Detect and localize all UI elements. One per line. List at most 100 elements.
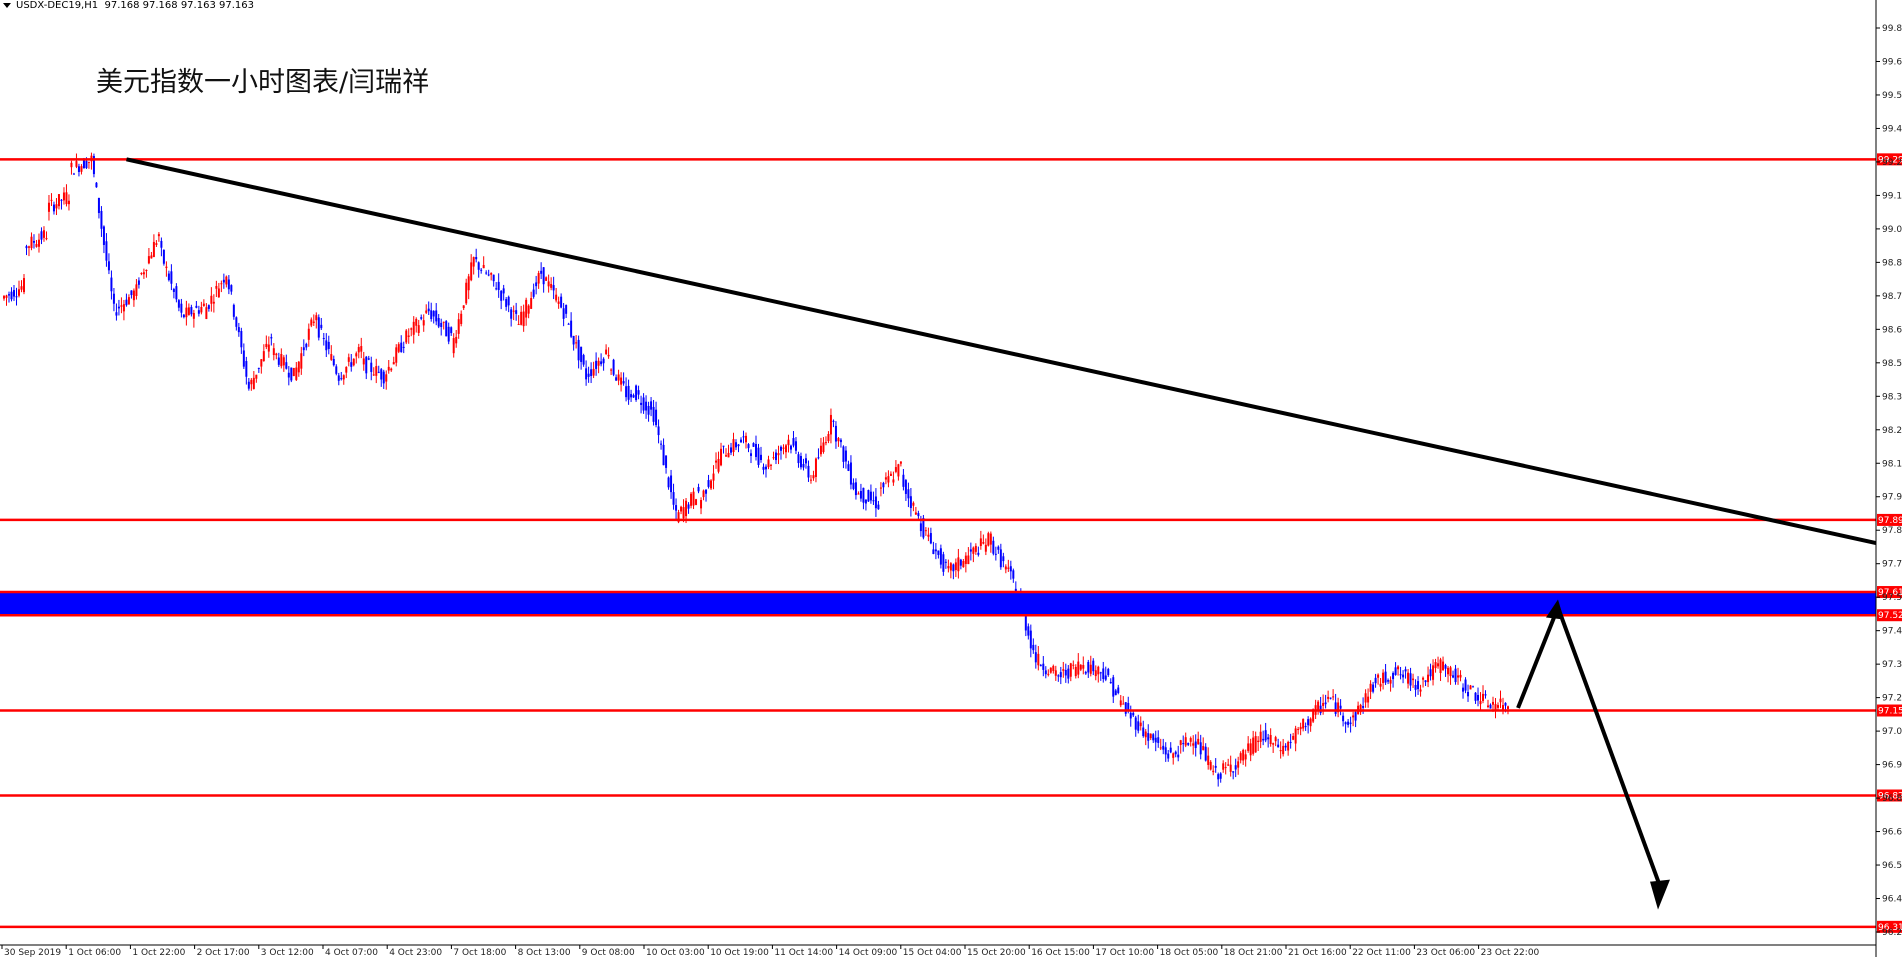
candle-body [1322, 702, 1325, 706]
candle-body [447, 326, 450, 342]
candle-body [10, 291, 13, 300]
time-tick-label: 9 Oct 08:00 [582, 948, 635, 957]
candle-body [732, 439, 735, 453]
candle-body [657, 426, 660, 436]
level-price-label: 96.820 [1878, 791, 1902, 801]
candle-body [1504, 702, 1507, 706]
dropdown-triangle-icon[interactable] [3, 2, 11, 8]
candle-body [165, 266, 168, 269]
candle-body [877, 504, 880, 510]
candle-body [292, 367, 295, 377]
candle-body [122, 304, 125, 312]
candle-body [210, 295, 213, 304]
candle-body [1497, 705, 1500, 708]
candle-body [320, 324, 323, 329]
time-tick-label: 2 Oct 17:00 [197, 948, 250, 957]
candle-body [1364, 693, 1367, 703]
candle-body [295, 367, 298, 380]
candle-body [1069, 663, 1072, 677]
candle-body [969, 549, 972, 552]
candle-body [62, 192, 65, 201]
candle-body [660, 443, 663, 445]
candle-body [1209, 761, 1212, 770]
candle-body [195, 305, 198, 308]
candle-body [65, 192, 68, 205]
candle-body [1424, 680, 1427, 683]
candle-body [407, 335, 410, 337]
candle-body [1392, 672, 1395, 680]
candle-body [777, 453, 780, 456]
candle-body [607, 354, 610, 357]
candle-body [530, 298, 533, 309]
time-tick-label: 18 Oct 21:00 [1224, 948, 1283, 957]
candle-body [280, 353, 283, 367]
candle-body [869, 491, 872, 501]
candle-body [1194, 741, 1197, 749]
candle-body [647, 405, 650, 415]
candle-body [542, 267, 545, 285]
candle-body [355, 353, 358, 357]
candle-body [1289, 741, 1292, 743]
candle-body [377, 371, 380, 373]
candle-body [882, 482, 885, 488]
candle-body [275, 353, 278, 356]
candle-body [415, 318, 418, 326]
candle-body [380, 369, 383, 380]
candle-body [1279, 750, 1282, 752]
candle-body [200, 306, 203, 313]
candle-body [360, 346, 363, 352]
candle-body [1244, 754, 1247, 760]
candle-body [1202, 746, 1205, 751]
candle-body [132, 290, 135, 301]
candle-body [864, 499, 867, 504]
candle-body [1119, 700, 1122, 706]
peak-arrowhead-icon [1546, 599, 1564, 620]
candle-body [212, 301, 215, 304]
candle-body [722, 445, 725, 447]
candle-body [1187, 742, 1190, 745]
candle-body [1317, 701, 1320, 711]
candle-body [1287, 741, 1290, 751]
candle-body [270, 337, 273, 339]
price-tick-label: 97.980 [1882, 493, 1902, 503]
candle-body [680, 506, 683, 512]
candle-body [400, 342, 403, 353]
candle-body [1074, 666, 1077, 677]
time-tick-label: 23 Oct 22:00 [1481, 948, 1540, 957]
candle-body [192, 313, 195, 319]
candle-body [240, 331, 243, 348]
candle-body [772, 457, 775, 459]
candle-body [1222, 763, 1225, 770]
candle-body [522, 311, 525, 327]
candle-body [335, 366, 338, 374]
candle-body [1269, 735, 1272, 745]
candle-body [1052, 665, 1055, 671]
candle-body [257, 367, 260, 369]
candle-body [1482, 693, 1485, 701]
candle-body [112, 293, 115, 304]
candle-body [1347, 721, 1350, 725]
candle-body [979, 538, 982, 547]
candle-body [427, 308, 430, 312]
candle-body [42, 230, 45, 238]
candle-body [872, 500, 875, 502]
candle-body [1107, 669, 1110, 676]
candle-body [764, 466, 767, 470]
candle-body [717, 458, 720, 472]
candle-body [1212, 770, 1215, 773]
candle-body [330, 354, 333, 360]
candle-body [157, 234, 160, 237]
candle-body [160, 240, 163, 248]
candle-body [565, 305, 568, 314]
candle-body [1252, 737, 1255, 754]
candle-body [677, 512, 680, 523]
candle-body [799, 456, 802, 468]
candle-body [1067, 668, 1070, 679]
candle-body [1337, 702, 1340, 713]
candle-body [667, 477, 670, 488]
candle-body [375, 366, 378, 376]
candle-body [745, 435, 748, 443]
candle-body [1432, 665, 1435, 680]
candle-body [225, 276, 228, 285]
